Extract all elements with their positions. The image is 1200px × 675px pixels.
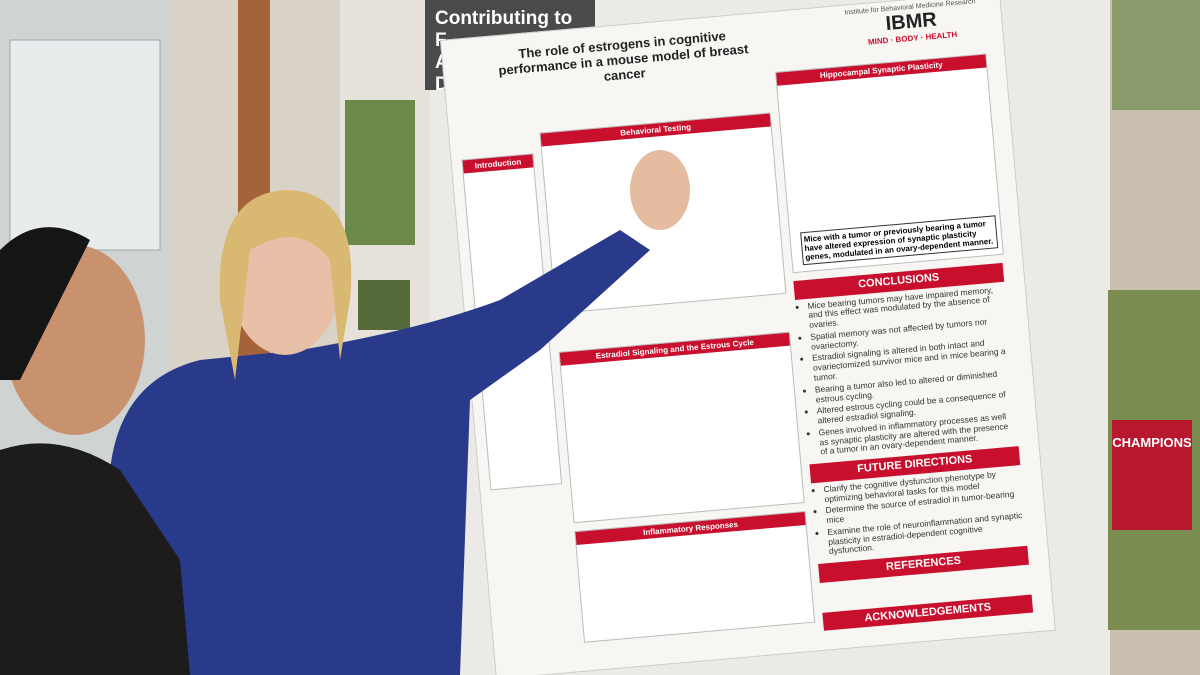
man-hair	[0, 227, 90, 380]
man-body	[0, 443, 190, 675]
photo-frame	[1112, 0, 1200, 110]
hand	[630, 150, 690, 230]
jersey-text: CHAMPIONS	[1112, 435, 1192, 450]
woman-body	[110, 230, 650, 675]
window	[9, 39, 161, 251]
photo-frame	[358, 280, 410, 330]
photo-frame	[345, 100, 415, 245]
woman-hair	[219, 190, 352, 380]
jersey	[1112, 420, 1192, 530]
